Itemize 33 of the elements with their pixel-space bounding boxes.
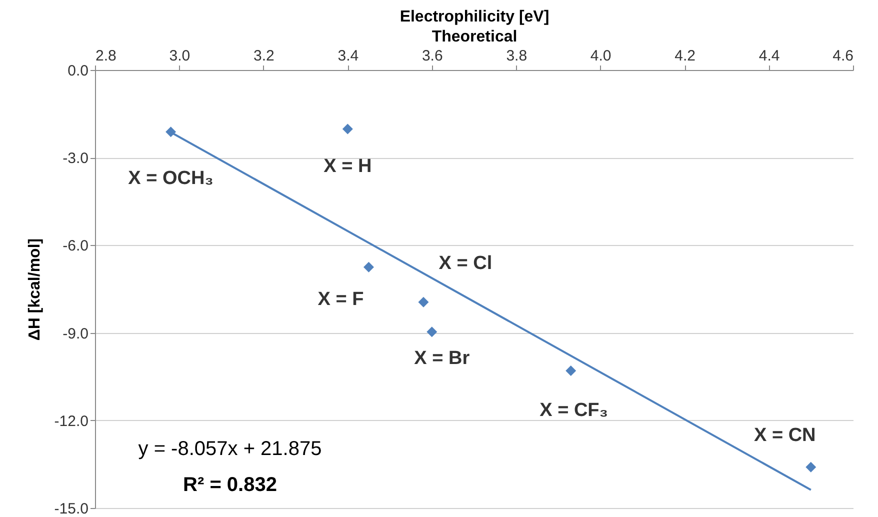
y-axis-title: ΔH [kcal/mol] (26, 238, 44, 341)
annotation: X = H (324, 156, 372, 177)
y-tick-label: -12.0 (54, 412, 88, 430)
annotation: y = -8.057x + 21.875 (138, 438, 322, 460)
x-tick-label: 3.6 (422, 48, 443, 64)
point (806, 462, 816, 472)
x-tick-label: 3.0 (169, 48, 190, 64)
y-tick-label: -15.0 (54, 500, 88, 517)
point (342, 124, 353, 134)
x-tick-label: 4.2 (674, 48, 696, 64)
point (426, 326, 438, 338)
x-tick-label: 4.4 (758, 48, 780, 64)
x-tick-label: 2.8 (96, 48, 116, 64)
annotation: X = OCH₃ (128, 168, 214, 189)
point (566, 366, 576, 376)
y-tick-label: -6.0 (62, 238, 88, 255)
x-tick-label: 4.6 (832, 48, 854, 64)
point (418, 296, 429, 308)
point (363, 262, 374, 272)
x-tick-label: 3.4 (338, 48, 359, 64)
y-tick-label: -9.0 (62, 325, 88, 342)
annotation: R² = 0.832 (183, 474, 277, 496)
y-tick-label: 0.0 (68, 62, 88, 80)
x-axis-title: Electrophilicity [eV] Theoretical (400, 8, 550, 46)
annotation: X = CN (754, 425, 816, 446)
annotation: X = CF₃ (540, 400, 608, 421)
x-tick-label: 3.2 (254, 48, 274, 64)
annotation: X = Cl (438, 253, 492, 274)
x-tick-label: 4.0 (590, 48, 612, 64)
x-tick-label: 3.8 (506, 48, 528, 64)
annotation: X = F (318, 289, 364, 310)
annotation: X = Br (414, 348, 470, 369)
y-tick-label: -3.0 (62, 150, 88, 168)
